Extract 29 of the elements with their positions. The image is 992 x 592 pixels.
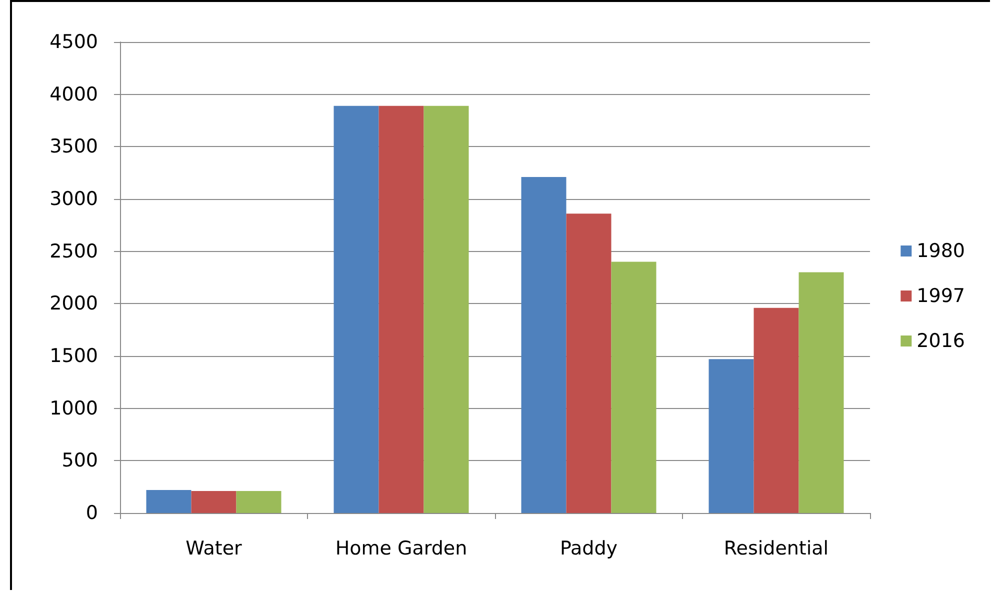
bar (424, 106, 469, 513)
y-tick-label: 1000 (50, 397, 98, 420)
y-tick-label: 3500 (50, 136, 98, 158)
bar (521, 177, 566, 513)
legend-label: 1997 (916, 285, 966, 307)
bar (146, 490, 192, 513)
y-tick-label: 500 (62, 450, 98, 472)
legend-label: 2016 (916, 330, 966, 352)
x-tick-label: Paddy (560, 538, 618, 560)
bar (191, 491, 236, 513)
bar (708, 359, 754, 513)
y-tick-label: 2500 (50, 240, 98, 262)
x-tick-label: Water (186, 538, 242, 560)
bar (378, 106, 424, 513)
bar (566, 214, 612, 513)
y-tick-label: 0 (86, 502, 98, 524)
x-tick-label: Residential (724, 538, 829, 560)
x-tick-label: Home Garden (335, 538, 468, 560)
y-tick-label: 2000 (50, 292, 98, 315)
legend-label: 1980 (916, 240, 966, 262)
y-tick-label: 4000 (50, 83, 98, 106)
y-tick-label: 3000 (50, 188, 98, 210)
bar (798, 272, 844, 513)
y-tick-label: 1500 (50, 345, 98, 367)
bar (754, 308, 799, 513)
bar (334, 106, 379, 513)
y-tick-label: 4500 (50, 31, 98, 53)
bar (236, 491, 282, 513)
bar (611, 262, 656, 513)
